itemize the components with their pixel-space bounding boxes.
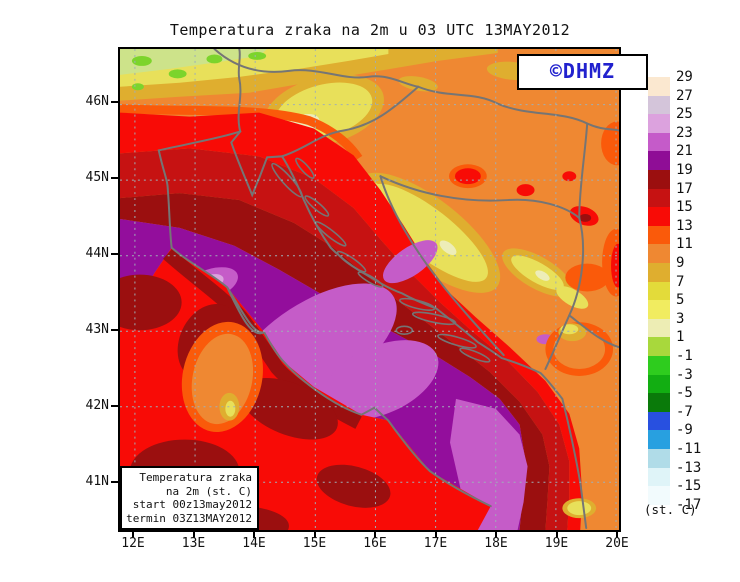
colorbar-level-label: 7 bbox=[676, 273, 685, 290]
colorbar-swatch bbox=[648, 467, 670, 487]
gridlines bbox=[120, 49, 619, 530]
colorbar-swatch bbox=[648, 170, 670, 190]
lon-tick-label: 16E bbox=[363, 536, 387, 551]
lon-tick-label: 19E bbox=[544, 536, 569, 551]
colorbar-swatch bbox=[648, 263, 670, 283]
colorbar-swatch bbox=[648, 449, 670, 469]
colorbar-level-label: 29 bbox=[676, 69, 693, 85]
dhmz-watermark-text: ©DHMZ bbox=[549, 59, 616, 83]
colorbar-level-label: 15 bbox=[676, 199, 693, 216]
colorbar-swatch bbox=[648, 356, 670, 376]
lat-tick bbox=[111, 101, 118, 103]
colorbar-level-label: 23 bbox=[676, 124, 693, 141]
colorbar-swatch bbox=[648, 207, 670, 227]
colorbar-swatch bbox=[648, 132, 670, 152]
colorbar-level-label: -1 bbox=[676, 348, 693, 364]
lon-tick bbox=[616, 532, 618, 538]
legend-line: termin 03Z13MAY2012 bbox=[126, 511, 252, 525]
lon-tick bbox=[495, 532, 497, 538]
lat-tick-label: 46N bbox=[85, 94, 109, 109]
colorbar-swatch bbox=[648, 300, 670, 320]
lat-tick bbox=[111, 405, 118, 407]
colorbar-swatch bbox=[648, 430, 670, 450]
colorbar-level-label: -11 bbox=[676, 441, 702, 457]
lon-tick bbox=[313, 532, 316, 538]
colorbar-swatch bbox=[648, 151, 670, 171]
colorbar-swatch bbox=[648, 374, 670, 394]
colorbar-swatch bbox=[648, 77, 670, 97]
lon-tick-label: 17E bbox=[423, 536, 448, 551]
lon-tick bbox=[253, 532, 255, 538]
lat-tick bbox=[111, 253, 118, 255]
colorbar-level-label: -13 bbox=[676, 459, 702, 476]
lon-tick-label: 12E bbox=[121, 536, 145, 551]
colorbar-level-label: -3 bbox=[676, 366, 693, 383]
lat-tick bbox=[111, 177, 118, 179]
legend-line: Temperatura zraka bbox=[139, 471, 252, 484]
colorbar-level-label: 19 bbox=[676, 162, 693, 178]
colorbar-level-label: 25 bbox=[676, 106, 693, 123]
colorbar-swatch bbox=[648, 486, 670, 506]
colorbar-level-label: 5 bbox=[676, 292, 685, 309]
colorbar-swatch bbox=[648, 411, 670, 431]
lat-tick bbox=[111, 481, 118, 483]
lon-tick bbox=[192, 532, 195, 538]
colorbar-level-label: -15 bbox=[676, 478, 702, 495]
dhmz-watermark-box: ©DHMZ bbox=[517, 54, 648, 90]
page-title: Temperatura zraka na 2m u 03 UTC 13MAY20… bbox=[169, 21, 571, 39]
colorbar-level-label: 9 bbox=[676, 255, 685, 271]
lat-tick bbox=[111, 329, 118, 331]
temperature-map-svg bbox=[120, 49, 619, 530]
lon-tick-label: 14E bbox=[242, 536, 266, 551]
colorbar-swatch bbox=[648, 95, 670, 115]
coastlines-borders bbox=[157, 49, 619, 530]
colorbar-level-label: -17 bbox=[676, 496, 702, 513]
colorbar-level-label: 27 bbox=[676, 87, 693, 104]
lat-tick-label: 41N bbox=[85, 474, 109, 489]
lon-tick bbox=[374, 532, 376, 538]
lon-tick bbox=[555, 532, 558, 538]
colorbar-level-label: 3 bbox=[676, 310, 685, 327]
lon-tick-label: 15E bbox=[302, 536, 327, 551]
colorbar-level-label: 1 bbox=[676, 329, 685, 346]
lat-tick-label: 45N bbox=[85, 170, 109, 185]
map-plot-area bbox=[118, 47, 621, 532]
colorbar-level-label: -5 bbox=[676, 385, 693, 402]
colorbar-level-label: 21 bbox=[676, 143, 693, 160]
colorbar-swatch bbox=[648, 188, 670, 208]
colorbar-unit-label: (st. C) bbox=[644, 502, 697, 517]
lat-tick-label: 42N bbox=[85, 398, 109, 413]
colorbar-swatch bbox=[648, 318, 670, 338]
lon-tick bbox=[132, 532, 134, 538]
legend-line: start 00z13may2012 bbox=[132, 498, 252, 511]
lon-tick bbox=[434, 532, 437, 538]
colorbar-level-label: -9 bbox=[676, 422, 693, 439]
colorbar-swatch bbox=[648, 225, 670, 245]
alpine-cool-bands bbox=[120, 49, 498, 101]
colorbar-level-label: 17 bbox=[676, 180, 693, 197]
lon-tick-label: 13E bbox=[181, 536, 206, 551]
colorbar-swatch bbox=[648, 244, 670, 264]
legend-line: na 2m (st. C) bbox=[165, 484, 252, 498]
colorbar-swatch bbox=[648, 393, 670, 413]
southeast-texture bbox=[545, 322, 619, 519]
colorbar-level-label: 13 bbox=[676, 217, 693, 234]
lon-tick-label: 18E bbox=[484, 536, 508, 551]
lat-tick-label: 43N bbox=[85, 322, 109, 337]
colorbar-swatch bbox=[648, 114, 670, 134]
colorbar-swatch bbox=[648, 337, 670, 357]
colorbar-swatch bbox=[648, 281, 670, 301]
inland-texture bbox=[398, 53, 619, 297]
warm-bands bbox=[120, 104, 583, 530]
colorbar-level-label: -7 bbox=[676, 403, 693, 420]
map-legend-box: Temperatura zraka na 2m (st. C) start 00z1… bbox=[120, 466, 259, 530]
lat-tick-label: 44N bbox=[85, 246, 109, 261]
lon-tick-label: 20E bbox=[605, 536, 629, 551]
colorbar-level-label: 11 bbox=[676, 236, 693, 253]
